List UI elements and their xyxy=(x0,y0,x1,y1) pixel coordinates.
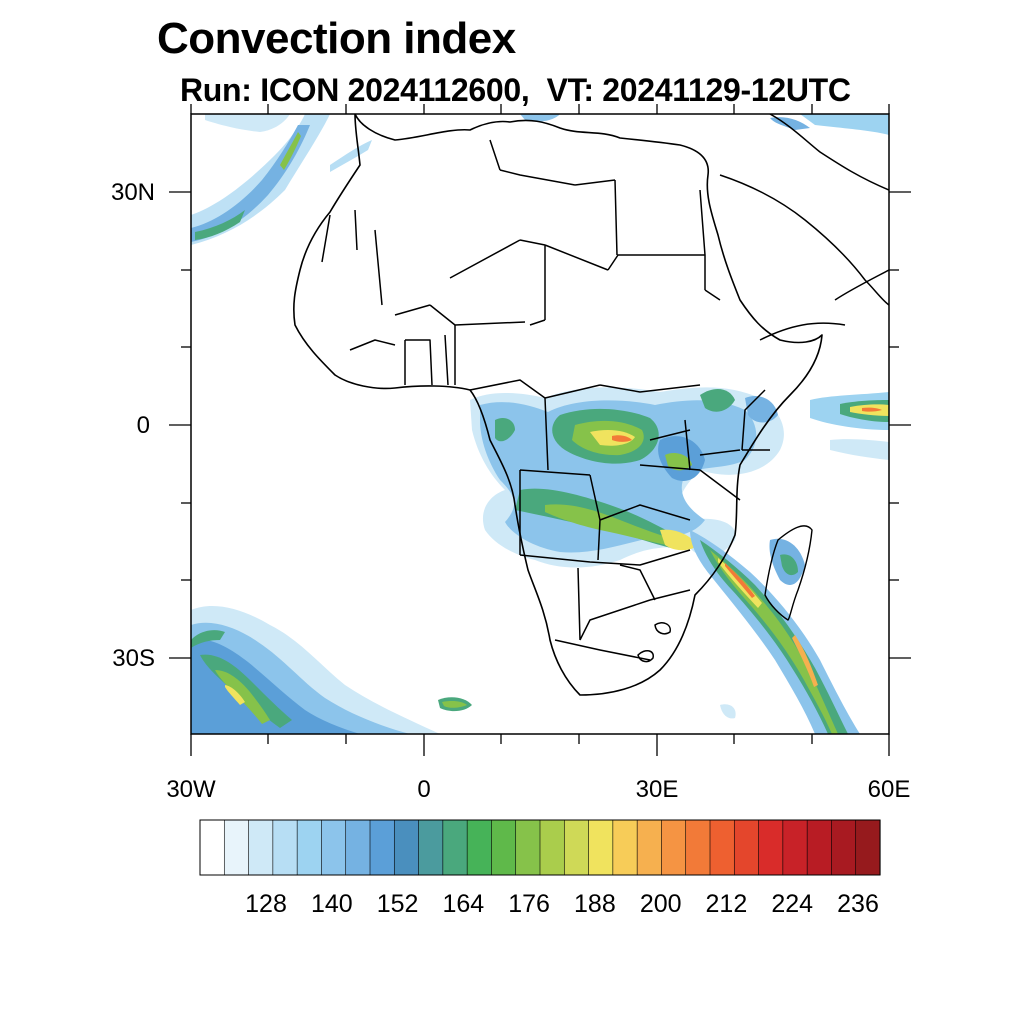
colorbar-label: 176 xyxy=(508,890,550,918)
colorbar-labels: 128 140 152 164 176 188 200 212 224 236 xyxy=(245,890,879,918)
colorbar-swatch xyxy=(733,819,760,876)
coastlines xyxy=(293,114,889,696)
colorbar-swatch xyxy=(442,819,468,876)
colorbar-swatch xyxy=(199,819,225,876)
colorbar-swatch xyxy=(321,819,347,876)
x-tick-label: 0 xyxy=(417,776,430,803)
colorbar-swatch xyxy=(709,819,735,876)
x-tick-label: 30W xyxy=(166,776,216,803)
colorbar-swatch xyxy=(831,819,857,876)
chart-subtitle: Run: ICON 2024112600, VT: 20241129-12UTC xyxy=(180,72,851,108)
colorbar-swatch xyxy=(782,819,808,876)
colorbar-frame xyxy=(199,819,881,876)
colorbar xyxy=(199,819,881,876)
colorbar-swatch xyxy=(661,819,687,876)
y-tick-label: 30S xyxy=(112,645,155,672)
field-indian-ocean xyxy=(810,392,889,460)
colorbar-swatch xyxy=(272,819,298,876)
colorbar-swatch xyxy=(758,819,784,876)
colorbar-swatch xyxy=(248,819,274,876)
colorbar-label: 212 xyxy=(706,890,748,918)
colorbar-swatch xyxy=(685,819,711,876)
colorbar-swatch xyxy=(466,819,493,876)
colorbar-label: 128 xyxy=(245,890,287,918)
colorbar-swatch xyxy=(636,819,663,876)
field-patch-north-1 xyxy=(520,114,560,122)
colorbar-label: 200 xyxy=(640,890,682,918)
colorbar-swatch xyxy=(393,819,420,876)
colorbar-label: 140 xyxy=(311,890,353,918)
convection-field xyxy=(191,114,889,734)
colorbar-swatch xyxy=(515,819,541,876)
colorbar-swatch xyxy=(855,819,881,876)
colorbar-swatch xyxy=(612,819,638,876)
y-tick-label: 0 xyxy=(137,412,150,439)
field-south-atlantic xyxy=(191,605,736,734)
colorbar-swatch xyxy=(418,819,444,876)
colorbar-swatch xyxy=(296,819,323,876)
colorbar-swatch xyxy=(491,819,517,876)
axis-ticks xyxy=(169,104,911,756)
plot-frame xyxy=(190,113,890,735)
chart-title: Convection index xyxy=(157,14,516,63)
field-patch-northeast xyxy=(800,114,889,135)
x-tick-label: 60E xyxy=(868,776,911,803)
colorbar-label: 152 xyxy=(377,890,419,918)
colorbar-swatch xyxy=(345,819,371,876)
x-tick-label: 30E xyxy=(636,776,679,803)
colorbar-swatch xyxy=(563,819,590,876)
field-mozambique-band xyxy=(690,530,860,734)
colorbar-label: 164 xyxy=(442,890,484,918)
colorbar-label: 188 xyxy=(574,890,616,918)
y-tick-label: 30N xyxy=(111,179,155,206)
field-central-africa xyxy=(470,387,784,568)
colorbar-label: 236 xyxy=(837,890,879,918)
colorbar-swatch xyxy=(806,819,833,876)
colorbar-swatch xyxy=(588,819,614,876)
field-north-atlantic xyxy=(191,114,372,245)
colorbar-label: 224 xyxy=(771,890,813,918)
colorbar-swatch xyxy=(539,819,565,876)
colorbar-swatch xyxy=(369,819,395,876)
colorbar-swatch xyxy=(223,819,250,876)
